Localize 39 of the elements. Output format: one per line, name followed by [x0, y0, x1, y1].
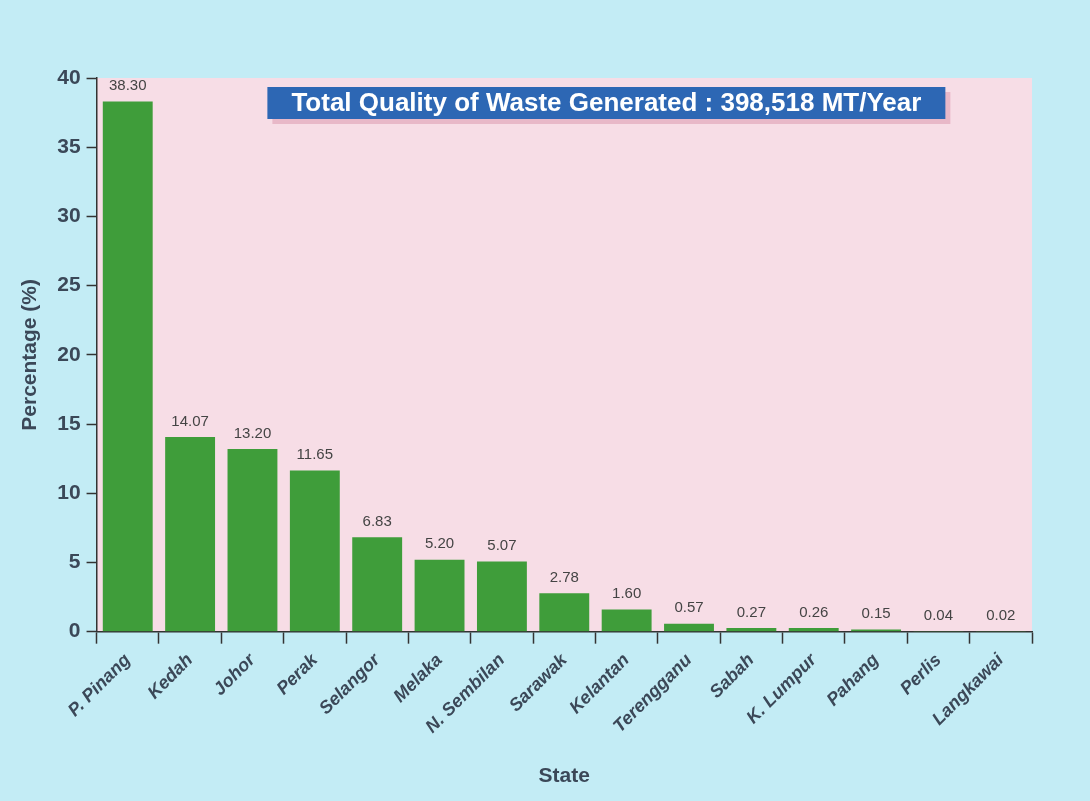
data-label: 0.26: [799, 602, 829, 620]
y-tick-label: 25: [57, 272, 81, 296]
data-label: 5.20: [424, 534, 455, 552]
data-label: 1.60: [612, 584, 642, 602]
bar: [726, 627, 777, 632]
data-label: 0.27: [736, 602, 766, 620]
bar: [664, 623, 714, 632]
bar: [227, 448, 278, 632]
y-tick-label: 10: [57, 480, 81, 504]
data-label: 13.20: [233, 423, 272, 441]
bar: [788, 628, 839, 632]
x-axis-title: State: [538, 763, 590, 787]
data-label: 0.02: [986, 606, 1016, 624]
y-tick-label: 5: [68, 549, 81, 573]
bar: [476, 561, 527, 632]
y-tick-label: 40: [57, 64, 81, 88]
data-label: 0.57: [674, 598, 704, 616]
data-label: 5.07: [487, 536, 517, 554]
bar: [352, 537, 403, 632]
bar: [289, 470, 340, 632]
bar: [165, 436, 216, 632]
y-axis-title: Percentage (%): [17, 278, 41, 431]
y-tick-label: 0: [68, 618, 81, 642]
data-label: 0.04: [923, 605, 954, 623]
data-label: 38.30: [108, 76, 147, 94]
y-tick-label: 30: [57, 203, 81, 227]
data-label: 0.15: [861, 604, 891, 622]
chart-title: Total Quality of Waste Generated : 398,518 MT/Year: [291, 87, 922, 118]
y-tick-label: 20: [57, 341, 81, 365]
bar: [414, 559, 465, 632]
bar: [539, 593, 590, 632]
y-tick-label: 15: [57, 410, 81, 434]
data-label: 2.78: [549, 567, 579, 585]
bar: [102, 101, 153, 632]
bar: [601, 609, 652, 632]
data-label: 14.07: [171, 411, 209, 429]
data-label: 11.65: [296, 445, 334, 463]
y-tick-label: 35: [57, 134, 81, 158]
data-label: 6.83: [362, 511, 392, 529]
